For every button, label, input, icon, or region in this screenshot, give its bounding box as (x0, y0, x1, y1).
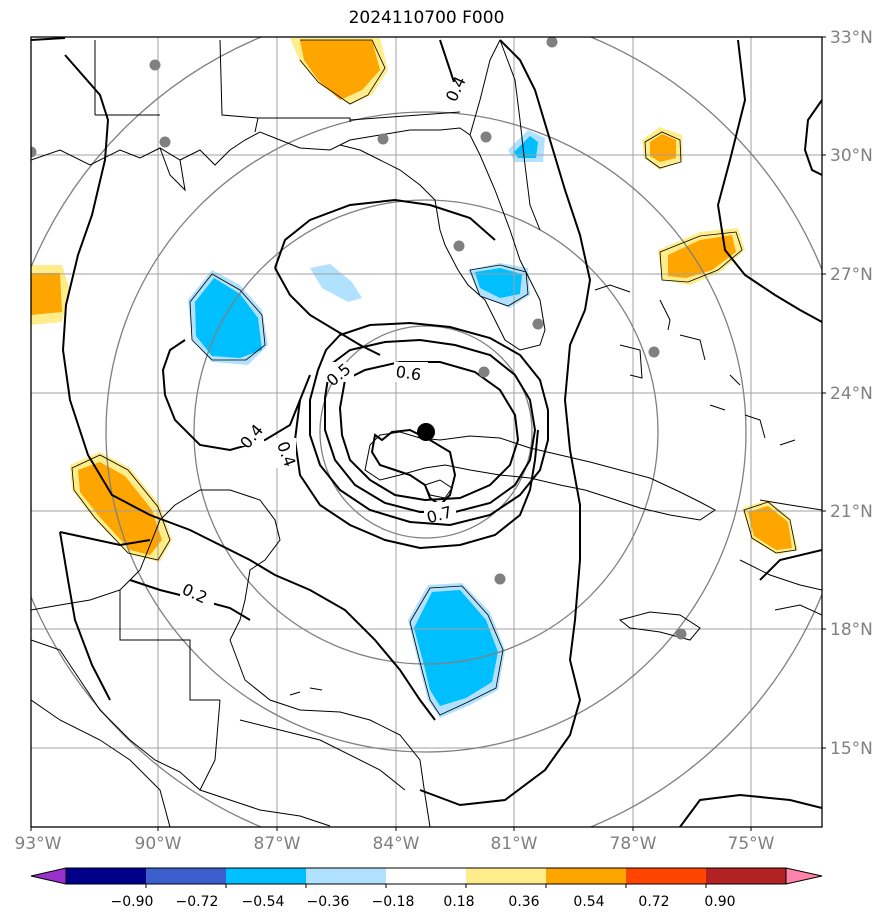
lat-label: 21°N (830, 502, 873, 522)
range-rings (31, 37, 822, 827)
lon-label: 78°W (609, 834, 657, 854)
colorbar-cell (706, 868, 787, 884)
lat-label: 15°N (830, 739, 873, 759)
station-markers (31, 37, 687, 640)
lat-label: 33°N (830, 28, 873, 48)
negative-anomaly-gulf-small (310, 264, 362, 302)
colorbar-tick-label: 0.54 (573, 894, 605, 910)
lat-label: 30°N (830, 146, 873, 166)
map-title: 2024110700 F000 (348, 8, 505, 28)
colorbar-cell (66, 868, 147, 884)
storm-center-marker (417, 423, 435, 441)
colorbar-tick-label: 0.18 (443, 894, 475, 910)
colorbar-tick-label: 0.90 (704, 894, 736, 910)
lat-label: 24°N (830, 384, 873, 404)
colorbar-tick-label: −0.18 (371, 894, 415, 910)
map-area: 0.4 0.6 0.5 0.7 0.4 0.4 0.2 (31, 37, 822, 827)
map-frame (30, 36, 823, 828)
colorbar-cell (546, 868, 627, 884)
colorbar-tick-label: −0.72 (175, 894, 219, 910)
contour-0-5 (309, 321, 549, 527)
contour-0-4 (161, 339, 311, 452)
lon-label: 87°W (253, 834, 301, 854)
colorbar-cell (466, 868, 547, 884)
colorbar-cells (66, 868, 787, 884)
lat-label: 18°N (830, 620, 873, 640)
colorbar-tick-label: 0.36 (508, 894, 540, 910)
lon-label: 90°W (134, 834, 182, 854)
colorbar-extend-high (786, 868, 822, 884)
colorbar-cell (146, 868, 227, 884)
colorbar-extend-low (31, 868, 66, 884)
contour-0-2 (61, 54, 436, 721)
lon-label: 75°W (727, 834, 775, 854)
contour-lines (31, 37, 822, 827)
lat-label: 27°N (830, 265, 873, 285)
contour-0-7 (370, 428, 457, 507)
colorbar-cell (306, 868, 387, 884)
colorbar-cell (226, 868, 307, 884)
colorbar-tick-label: −0.54 (241, 894, 285, 910)
coastlines (31, 39, 822, 827)
contour-0-6 (324, 338, 537, 513)
colorbar (30, 867, 823, 888)
contour-label: 0.6 (395, 362, 423, 384)
lon-label: 81°W (490, 834, 538, 854)
colorbar-tick-label: −0.90 (110, 894, 154, 910)
colorbar-cell (626, 868, 707, 884)
lon-label: 93°W (14, 834, 62, 854)
colorbar-tick-label: −0.36 (306, 894, 350, 910)
colorbar-tick-label: 0.72 (638, 894, 670, 910)
lon-label: 84°W (372, 834, 420, 854)
colorbar-cell (386, 868, 467, 884)
